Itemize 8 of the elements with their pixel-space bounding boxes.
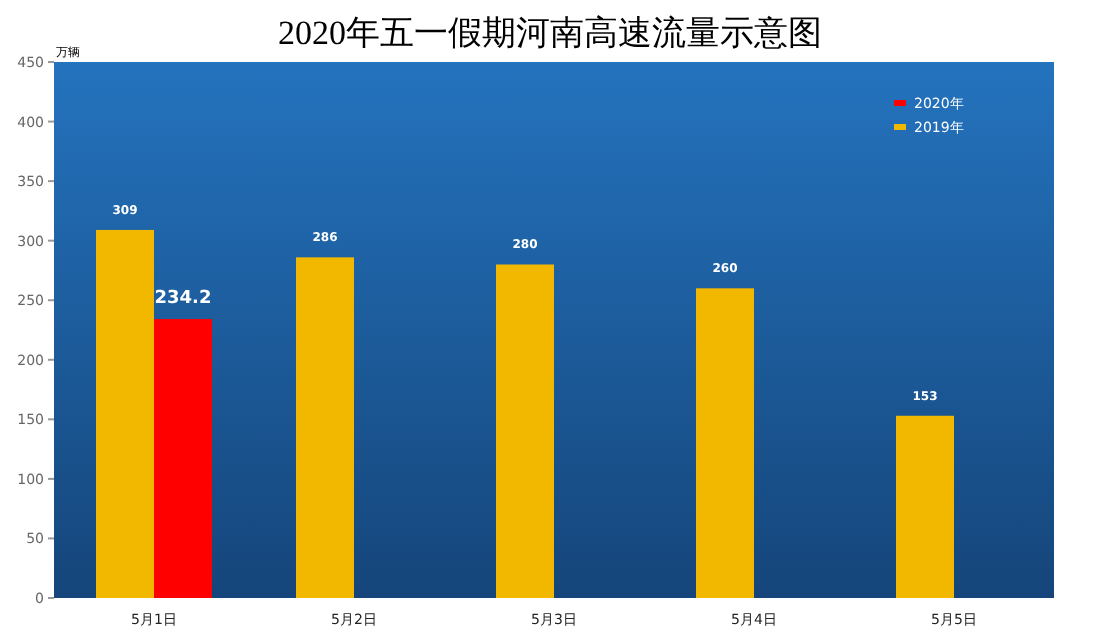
data-label: 234.2 <box>154 289 212 310</box>
bar <box>296 257 354 598</box>
bar <box>696 288 754 598</box>
bar <box>154 319 212 598</box>
bar <box>96 229 154 598</box>
bar <box>896 415 954 598</box>
chart-title: 2020年五一假期河南高速流量示意图 <box>278 14 822 52</box>
bar <box>496 264 554 598</box>
